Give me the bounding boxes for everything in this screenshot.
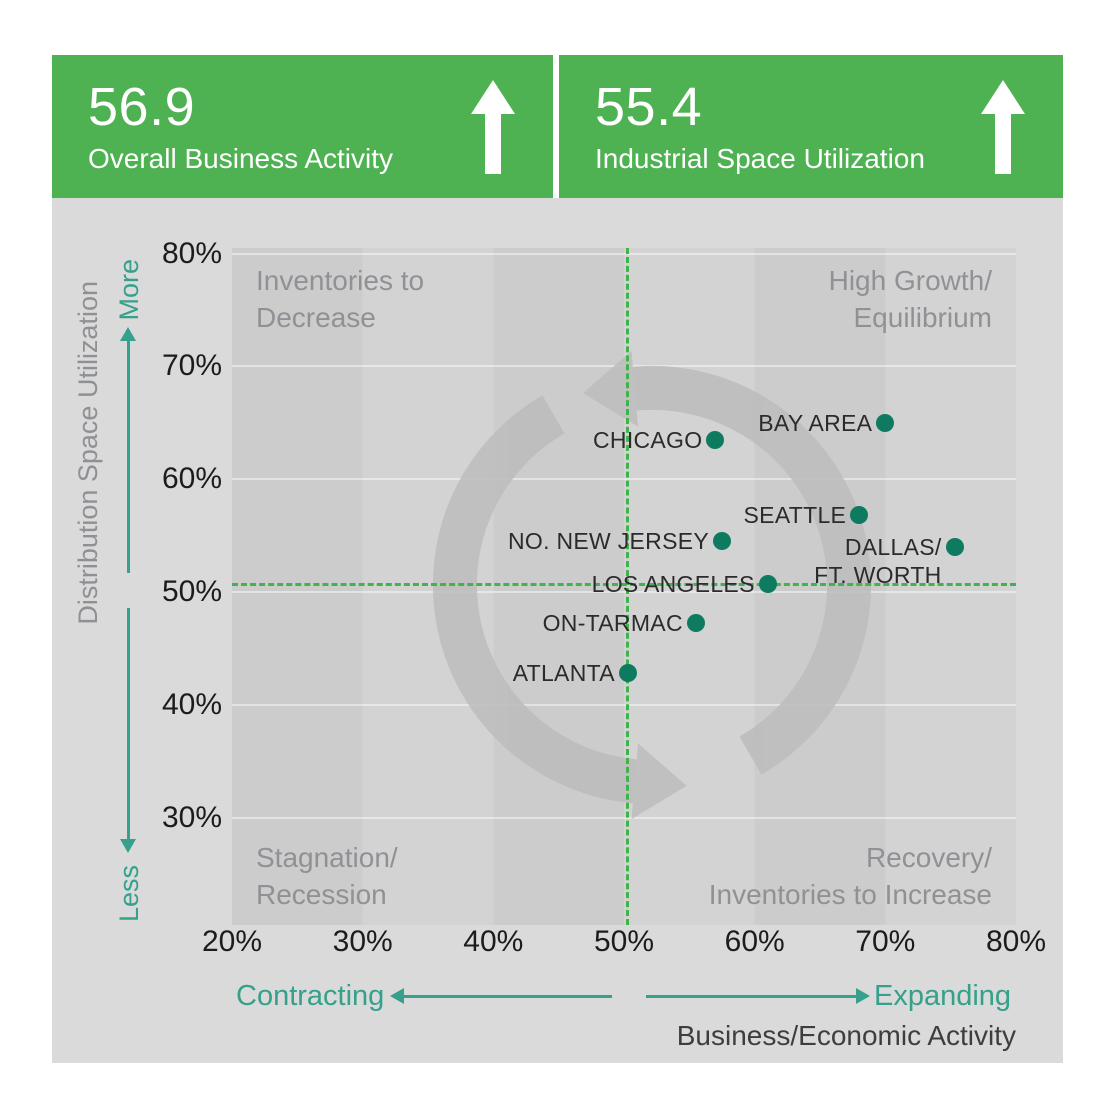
- score-card-industrial-space-utilization: 55.4 Industrial Space Utilization: [559, 55, 1063, 198]
- x-axis-contracting-label: Contracting: [236, 980, 385, 1012]
- x-tick-labels: 20% 30% 40% 50% 60% 70% 80%: [202, 925, 1046, 963]
- quadrant-label-high-growth-equilibrium: High Growth/ Equilibrium: [828, 265, 992, 333]
- trend-up-arrow-icon: [981, 79, 1025, 174]
- y-tick-label: 40%: [161, 687, 222, 721]
- x-axis-expanding-label: Expanding: [874, 980, 1012, 1012]
- x-axis-title: Business/Economic Activity: [676, 1020, 1016, 1051]
- gridline: [232, 478, 1016, 481]
- data-point-label: ON-TARMAC: [542, 609, 683, 636]
- x-tick-label: 40%: [463, 925, 524, 958]
- overall-business-activity-value: 56.9: [88, 77, 196, 137]
- y-tick-labels: 80% 70% 60% 50% 40% 30%: [112, 198, 228, 1063]
- quadrant-label-recovery-inventories-to-increase: Recovery/ Inventories to Increase: [708, 842, 992, 910]
- crosshair-vertical-line: [625, 248, 629, 925]
- y-tick-label: 80%: [161, 236, 222, 270]
- data-point-label: BAY AREA: [758, 409, 873, 436]
- x-tick-label: 20%: [201, 925, 263, 958]
- data-point-dot: [758, 575, 777, 594]
- y-axis-title: Distribution Space Utilization: [72, 281, 103, 625]
- data-point-label: LOS ANGELES: [591, 571, 755, 598]
- more-arrow-icon: [120, 327, 136, 573]
- x-tick-label: 50%: [593, 925, 655, 958]
- data-point-label: NO. NEW JERSEY: [507, 528, 709, 555]
- data-point-label: DALLAS/FT. WORTH: [814, 534, 942, 588]
- data-point-dot: [876, 413, 895, 432]
- overall-business-activity-label: Overall Business Activity: [88, 143, 393, 174]
- data-point-dot: [706, 430, 725, 449]
- data-point-dot: [686, 613, 705, 632]
- data-point-dot: [850, 506, 869, 525]
- trend-up-arrow-icon: [471, 79, 515, 174]
- contracting-arrow-icon: [390, 988, 612, 1004]
- points-layer: BAY AREA CHICAGO SEATTLE NO. NEW JERSEY DALL…: [232, 248, 1016, 925]
- gridline: [232, 252, 1016, 255]
- quadrant-label-inventories-to-decrease: Inventories to Decrease: [256, 265, 425, 333]
- data-point-label: CHICAGO: [593, 426, 703, 453]
- x-tick-label: 70%: [855, 925, 916, 958]
- y-tick-label: 50%: [161, 575, 222, 609]
- industrial-space-utilization-label: Industrial Space Utilization: [595, 143, 925, 174]
- crosshair-layer: [232, 248, 1016, 925]
- score-card-overall-business-activity: 56.9 Overall Business Activity: [52, 55, 553, 198]
- gridline: [232, 591, 1016, 594]
- data-point-label: ATLANTA: [512, 660, 615, 687]
- data-point-dot: [945, 538, 964, 556]
- data-point-label: SEATTLE: [743, 502, 847, 529]
- plot-area: Inventories to Decrease High Growth/ Equ…: [232, 248, 1016, 925]
- expanding-arrow-icon: [646, 988, 870, 1004]
- less-arrow-icon: [120, 608, 136, 853]
- gridline: [232, 703, 1016, 706]
- score-header: 56.9 Overall Business Activity 55.4 Indu…: [52, 55, 1063, 198]
- crosshair-horizontal-line: [232, 583, 1016, 587]
- quadrant-label-stagnation-recession: Stagnation/ Recession: [256, 842, 398, 910]
- data-point-dot: [713, 532, 731, 551]
- chart-panel: Distribution Space Utilization More Less…: [52, 198, 1063, 1063]
- x-tick-label: 30%: [332, 925, 393, 958]
- x-tick-label: 80%: [985, 925, 1047, 958]
- y-axis-title-wrap: Distribution Space Utilization: [66, 253, 110, 653]
- gridline: [232, 816, 1016, 819]
- y-tick-label: 60%: [161, 462, 222, 496]
- x-tick-label: 60%: [724, 925, 785, 958]
- business-cycle-arrows-icon: [432, 350, 872, 820]
- y-tick-label: 30%: [161, 800, 222, 834]
- industrial-space-utilization-value: 55.4: [595, 77, 703, 137]
- data-point-dot: [618, 664, 637, 683]
- y-tick-label: 70%: [161, 349, 222, 383]
